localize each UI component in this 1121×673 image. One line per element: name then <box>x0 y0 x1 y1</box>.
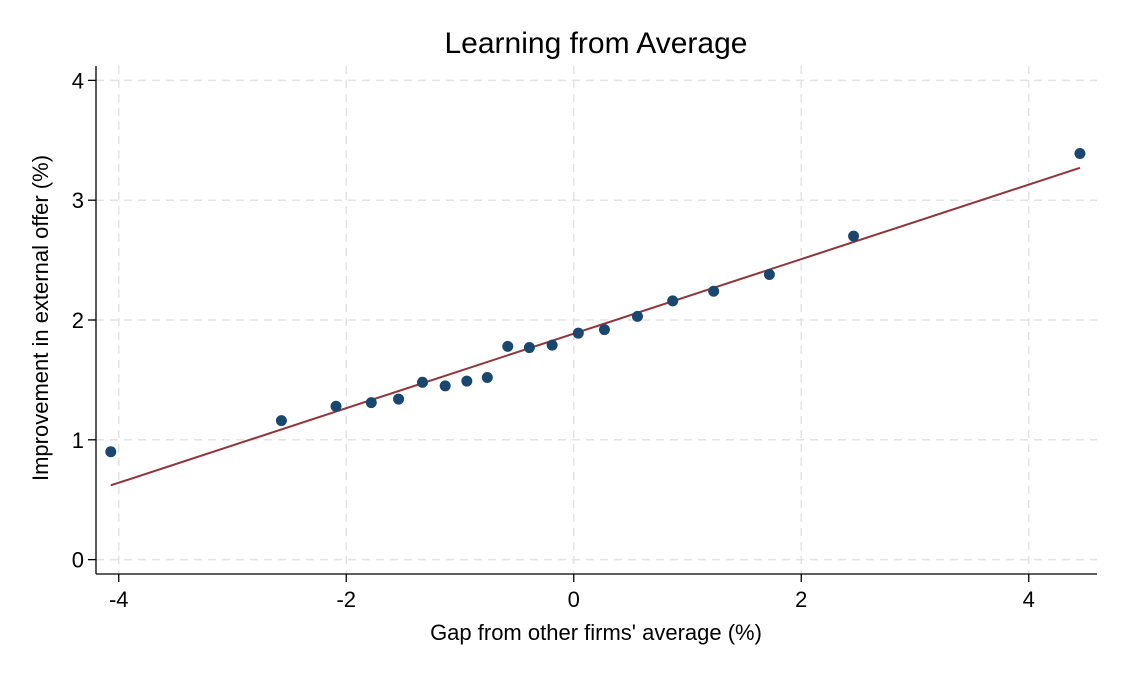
data-point <box>848 230 860 242</box>
data-point <box>667 295 679 307</box>
data-point <box>393 393 405 405</box>
x-tick-label: 0 <box>568 587 580 612</box>
data-point <box>365 397 377 409</box>
x-tick-label: 4 <box>1023 587 1035 612</box>
data-point <box>598 324 610 336</box>
x-axis-label: Gap from other firms' average (%) <box>430 620 762 645</box>
axis-layer: -4 -2 0 2 4 0 1 2 3 4 <box>72 66 1097 612</box>
chart-title: Learning from Average <box>445 27 748 60</box>
data-point <box>416 376 428 388</box>
y-tick-label: 3 <box>72 188 84 213</box>
point-layer <box>105 147 1086 458</box>
x-tick-label: -2 <box>336 587 356 612</box>
y-axis-label: Improvement in external offer (%) <box>28 155 53 481</box>
data-point <box>481 372 493 384</box>
y-tick-label: 2 <box>72 308 84 333</box>
x-tick-label: -4 <box>109 587 129 612</box>
data-point <box>275 415 287 427</box>
data-point <box>330 400 342 412</box>
y-tick-label: 1 <box>72 428 84 453</box>
data-point <box>763 268 775 280</box>
fit-line <box>110 166 1081 487</box>
grid-layer <box>96 66 1097 574</box>
data-point <box>631 310 643 322</box>
data-point <box>461 375 473 387</box>
y-tick-label: 0 <box>72 548 84 573</box>
x-tick-label: 2 <box>795 587 807 612</box>
data-point <box>502 340 514 352</box>
data-point <box>439 380 451 392</box>
data-point <box>708 285 720 297</box>
fit-line-layer <box>110 166 1081 487</box>
data-point <box>105 446 117 458</box>
data-point <box>523 342 535 354</box>
data-point <box>572 327 584 339</box>
data-point <box>546 339 558 351</box>
y-tick-label: 4 <box>72 68 84 93</box>
data-point <box>1074 147 1086 159</box>
